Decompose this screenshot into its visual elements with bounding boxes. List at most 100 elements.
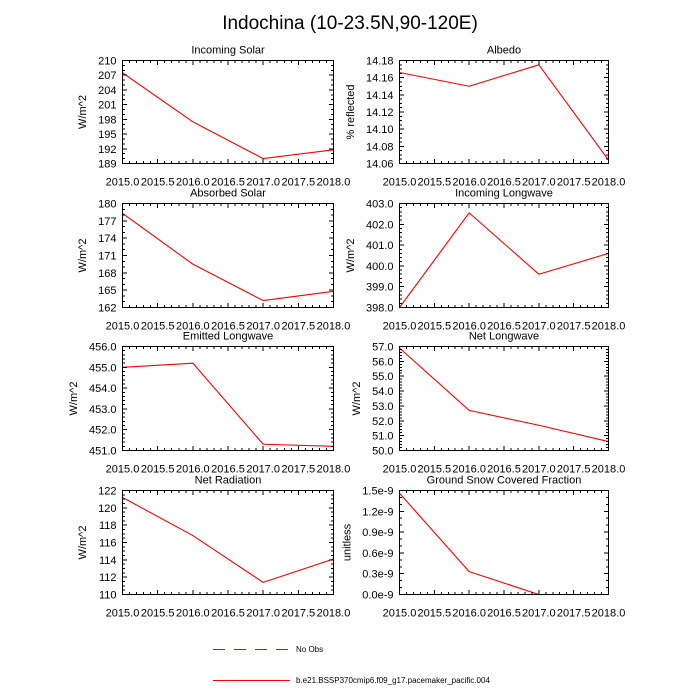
absorbed-solar-data-point bbox=[191, 263, 194, 266]
ground-snow-covered-fraction-x-tick-label: 2017.5 bbox=[557, 608, 591, 620]
net-radiation-y-tick-label: 122 bbox=[98, 486, 116, 498]
panel-emitted-longwave: 2015.0 2015.5 2016.0 2016.5 2017.0 2017.5 2018… bbox=[68, 331, 350, 476]
incoming-longwave-x-tick-label: 2015.0 bbox=[383, 321, 417, 333]
net-radiation-y-tick-label: 114 bbox=[99, 555, 117, 567]
absorbed-solar-data-point bbox=[262, 299, 265, 302]
ground-snow-covered-fraction-data-point bbox=[468, 570, 471, 573]
emitted-longwave-series-line bbox=[122, 362, 334, 447]
net-longwave-x-tick-label: 2016.0 bbox=[452, 464, 486, 476]
ground-snow-covered-fraction-y-tick-label: 0.6e-9 bbox=[362, 548, 393, 560]
emitted-longwave-data-point bbox=[262, 443, 265, 446]
absorbed-solar-panel-title: Absorbed Solar bbox=[190, 188, 266, 200]
albedo-x-tick-label: 2018.0 bbox=[592, 177, 626, 189]
albedo-y-tick-label: 14.08 bbox=[366, 141, 394, 153]
net-longwave-x-tick-label: 2018.0 bbox=[592, 464, 626, 476]
net-radiation-y-tick-label: 118 bbox=[99, 520, 117, 532]
albedo-x-tick-label: 2016.5 bbox=[487, 177, 521, 189]
emitted-longwave-x-tick-label: 2017.5 bbox=[282, 464, 316, 476]
panel-net-radiation: 2015.0 2015.5 2016.0 2016.5 2017.0 2017.5 2018… bbox=[77, 475, 350, 620]
incoming-longwave-y-tick-label: 398.0 bbox=[366, 303, 394, 315]
ground-snow-covered-fraction-y-tick-label: 0.0e-9 bbox=[362, 590, 393, 602]
ground-snow-covered-fraction-y-axis-label: unitless bbox=[341, 523, 353, 561]
emitted-longwave-panel-title: Emitted Longwave bbox=[183, 331, 274, 343]
net-longwave-data-point bbox=[537, 424, 540, 427]
absorbed-solar-y-axis-label: W/m^2 bbox=[77, 239, 89, 273]
incoming-solar-series-line bbox=[122, 72, 334, 160]
albedo-data-point bbox=[468, 85, 471, 88]
net-longwave-y-tick-label: 54.0 bbox=[372, 386, 393, 398]
net-longwave-x-tick-label: 2016.5 bbox=[487, 464, 521, 476]
absorbed-solar-x-tick-label: 2016.5 bbox=[211, 321, 245, 333]
albedo-series-line bbox=[399, 64, 609, 161]
incoming-longwave-x-tick-label: 2015.5 bbox=[418, 321, 452, 333]
incoming-solar-x-tick-label: 2015.0 bbox=[106, 177, 140, 189]
incoming-longwave-x-tick-label: 2016.0 bbox=[452, 321, 486, 333]
net-longwave-y-tick-label: 55.0 bbox=[372, 371, 393, 383]
emitted-longwave-y-tick-label: 453.0 bbox=[89, 404, 117, 416]
ground-snow-covered-fraction-x-tick-label: 2015.0 bbox=[383, 608, 417, 620]
albedo-x-tick-label: 2016.0 bbox=[452, 177, 486, 189]
net-radiation-x-tick-label: 2015.5 bbox=[141, 608, 175, 620]
net-radiation-x-tick-label: 2017.0 bbox=[246, 608, 280, 620]
panel-ground-snow-covered-fraction: 2015.0 2015.5 2016.0 2016.5 2017.0 2017.5 2018… bbox=[341, 475, 625, 620]
absorbed-solar-y-tick-label: 174 bbox=[98, 233, 116, 245]
net-longwave-x-tick-label: 2017.5 bbox=[557, 464, 591, 476]
emitted-longwave-data-point bbox=[191, 362, 194, 365]
emitted-longwave-y-tick-label: 451.0 bbox=[89, 446, 117, 458]
panel-net-longwave: 2015.0 2015.5 2016.0 2016.5 2017.0 2017.5 2018… bbox=[351, 331, 625, 476]
net-longwave-x-tick-label: 2017.0 bbox=[522, 464, 556, 476]
ground-snow-covered-fraction-y-tick-label: 1.5e-9 bbox=[362, 486, 393, 498]
incoming-solar-y-tick-label: 195 bbox=[98, 129, 116, 141]
ground-snow-covered-fraction-x-tick-label: 2018.0 bbox=[592, 608, 626, 620]
figure-title: Indochina (10-23.5N,90-120E) bbox=[222, 13, 478, 34]
ground-snow-covered-fraction-y-tick-label: 0.9e-9 bbox=[362, 527, 393, 539]
net-radiation-x-tick-label: 2015.0 bbox=[106, 608, 140, 620]
ground-snow-covered-fraction-x-tick-label: 2015.5 bbox=[418, 608, 452, 620]
incoming-solar-x-tick-label: 2016.0 bbox=[176, 177, 210, 189]
panel-incoming-solar: 2015.0 2015.5 2016.0 2016.5 2017.0 2017.5 2018… bbox=[77, 45, 350, 189]
incoming-longwave-y-tick-label: 402.0 bbox=[366, 219, 394, 231]
legend-item-no-obs: No Obs bbox=[213, 645, 323, 654]
incoming-solar-y-axis-label: W/m^2 bbox=[77, 95, 89, 129]
emitted-longwave-y-tick-label: 456.0 bbox=[89, 342, 117, 354]
emitted-longwave-x-tick-label: 2015.5 bbox=[141, 464, 175, 476]
absorbed-solar-y-tick-label: 162 bbox=[98, 303, 116, 315]
legend: No Obs b.e21.BSSP370cmip6.f09_g17.pacema… bbox=[213, 645, 490, 685]
absorbed-solar-y-tick-label: 165 bbox=[98, 285, 116, 297]
incoming-longwave-x-tick-label: 2017.5 bbox=[557, 321, 591, 333]
net-longwave-x-tick-label: 2015.0 bbox=[383, 464, 417, 476]
absorbed-solar-x-tick-label: 2018.0 bbox=[317, 321, 351, 333]
net-radiation-data-point bbox=[191, 534, 194, 537]
incoming-longwave-series-line bbox=[399, 212, 609, 308]
net-longwave-series-line bbox=[399, 347, 609, 443]
incoming-solar-y-tick-label: 192 bbox=[98, 144, 116, 156]
albedo-panel-title: Albedo bbox=[487, 45, 521, 57]
incoming-longwave-panel-title: Incoming Longwave bbox=[455, 188, 553, 200]
net-radiation-y-tick-label: 110 bbox=[99, 590, 117, 602]
ground-snow-covered-fraction-panel-title: Ground Snow Covered Fraction bbox=[427, 475, 582, 487]
incoming-longwave-y-tick-label: 399.0 bbox=[366, 282, 394, 294]
albedo-y-tick-label: 14.14 bbox=[366, 90, 394, 102]
panel-grid: 2015.0 2015.5 2016.0 2016.5 2017.0 2017.5 2018… bbox=[68, 45, 625, 620]
ground-snow-covered-fraction-y-tick-label: 1.2e-9 bbox=[362, 506, 393, 518]
absorbed-solar-y-tick-label: 171 bbox=[98, 251, 116, 263]
emitted-longwave-y-tick-label: 452.0 bbox=[89, 425, 117, 437]
net-radiation-y-tick-label: 116 bbox=[99, 538, 117, 550]
albedo-y-tick-label: 14.12 bbox=[366, 107, 394, 119]
net-radiation-panel-title: Net Radiation bbox=[195, 475, 262, 487]
incoming-solar-x-tick-label: 2017.0 bbox=[246, 177, 280, 189]
albedo-x-tick-label: 2017.0 bbox=[522, 177, 556, 189]
incoming-longwave-data-point bbox=[468, 211, 471, 214]
net-radiation-x-tick-label: 2018.0 bbox=[317, 608, 351, 620]
net-longwave-y-tick-label: 50.0 bbox=[372, 446, 393, 458]
incoming-longwave-y-tick-label: 403.0 bbox=[366, 199, 394, 211]
legend-item-model-run: b.e21.BSSP370cmip6.f09_g17.pacemaker_pac… bbox=[213, 676, 490, 685]
net-longwave-panel-title: Net Longwave bbox=[469, 331, 539, 343]
incoming-longwave-x-tick-label: 2017.0 bbox=[522, 321, 556, 333]
incoming-longwave-y-tick-label: 400.0 bbox=[366, 261, 394, 273]
legend-label-model-run: b.e21.BSSP370cmip6.f09_g17.pacemaker_pac… bbox=[296, 676, 490, 685]
albedo-y-tick-label: 14.18 bbox=[366, 56, 394, 68]
absorbed-solar-x-tick-label: 2015.5 bbox=[141, 321, 175, 333]
net-radiation-series-line bbox=[122, 496, 334, 583]
absorbed-solar-x-tick-label: 2015.0 bbox=[106, 321, 140, 333]
